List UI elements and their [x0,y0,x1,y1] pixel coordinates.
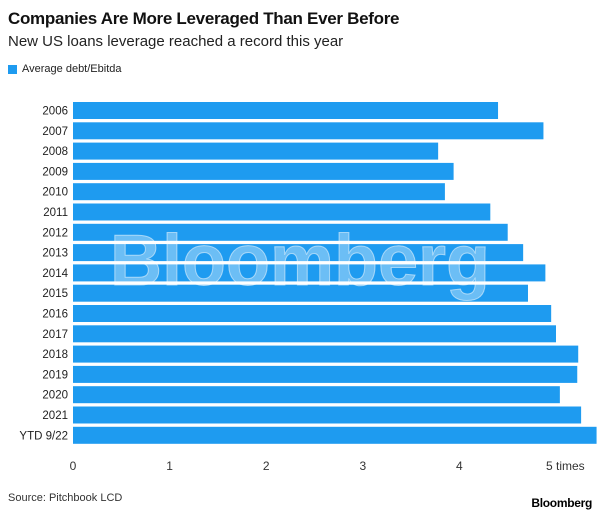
category-label: 2018 [42,349,68,361]
category-label: YTD 9/22 [19,430,68,442]
bar-2009 [73,162,454,180]
bar-2020 [73,386,560,404]
bar-2015 [73,284,528,302]
category-label: 2021 [42,410,68,422]
category-label: 2017 [42,329,68,341]
x-tick-label: 1 [166,459,173,473]
bar-ytd-9-22 [73,426,597,444]
x-tick-label: 5 times [546,459,585,473]
bloomberg-logo: Bloomberg [531,496,592,510]
bar-2021 [73,406,582,424]
bar-2016 [73,305,552,322]
category-label: 2019 [42,369,68,381]
bar-2014 [73,264,546,282]
category-label: 2009 [42,166,68,178]
category-label: 2012 [42,227,68,239]
legend: Average debt/Ebitda [8,63,121,75]
chart-title: Companies Are More Leveraged Than Ever B… [8,9,400,28]
x-tick-label: 2 [263,459,270,473]
category-label: 2008 [42,146,68,158]
x-tick-label: 0 [70,459,77,473]
x-tick-label: 3 [359,459,366,473]
bar-2012 [73,223,508,241]
bar-2013 [73,244,524,262]
x-tick-label: 4 [456,459,463,473]
bar-2008 [73,142,439,160]
legend-swatch [8,64,17,74]
bar-2018 [73,345,579,363]
bar-2007 [73,122,544,140]
category-label: 2010 [42,187,68,199]
category-label: 2014 [42,268,68,280]
chart-subtitle: New US loans leverage reached a record t… [8,33,344,50]
bar-2017 [73,325,556,343]
category-label: 2020 [42,390,68,402]
category-label: 2013 [42,248,68,260]
source-note: Source: Pitchbook LCD [8,492,123,504]
category-label: 2015 [42,288,68,300]
category-label: 2016 [42,309,68,321]
legend-label: Average debt/Ebitda [22,63,122,75]
bar-2010 [73,183,445,201]
bar-2006 [73,102,499,119]
bar-2019 [73,365,578,383]
category-label: 2007 [42,126,68,138]
category-label: 2011 [43,207,68,219]
watermark: Bloomberg [110,221,490,301]
category-label: 2006 [42,106,68,118]
bar-2011 [73,203,491,221]
